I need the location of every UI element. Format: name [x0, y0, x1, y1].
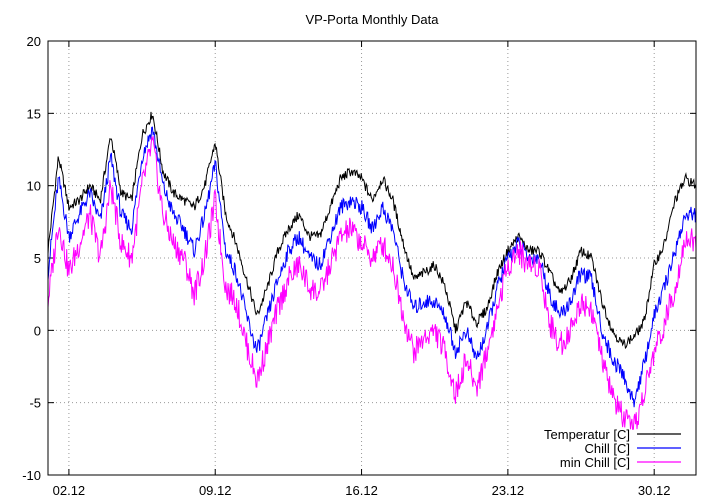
x-tick-label: 16.12	[345, 483, 378, 498]
legend-label: min Chill [C]	[560, 455, 630, 470]
x-axis: 02.12 09.12 16.12 23.12 30.12	[53, 41, 671, 498]
y-tick-label: 20	[27, 34, 41, 49]
y-tick-label: 10	[27, 179, 41, 194]
plot-frame	[47, 40, 697, 476]
grid	[48, 41, 696, 475]
y-tick-label: 5	[34, 251, 41, 266]
y-tick-label: -10	[22, 468, 41, 483]
series-line-1	[47, 111, 697, 350]
legend: Temperatur [C]Chill [C]min Chill [C]	[544, 427, 681, 470]
x-tick-label: 09.12	[199, 483, 232, 498]
y-tick-label: 0	[34, 323, 41, 338]
y-tick-label: 15	[27, 106, 41, 121]
x-tick-label: 02.12	[53, 483, 86, 498]
legend-label: Chill [C]	[584, 441, 630, 456]
series-line-2	[47, 126, 697, 408]
y-axis: -10 -5 0 5 10 15 20	[22, 34, 696, 483]
x-tick-label: 30.12	[638, 483, 671, 498]
chart-title: VP-Porta Monthly Data	[306, 12, 440, 27]
series-line-3	[47, 135, 697, 430]
legend-label: Temperatur [C]	[544, 427, 630, 442]
series-group	[47, 111, 697, 430]
x-tick-label: 23.12	[492, 483, 525, 498]
y-tick-label: -5	[29, 396, 41, 411]
